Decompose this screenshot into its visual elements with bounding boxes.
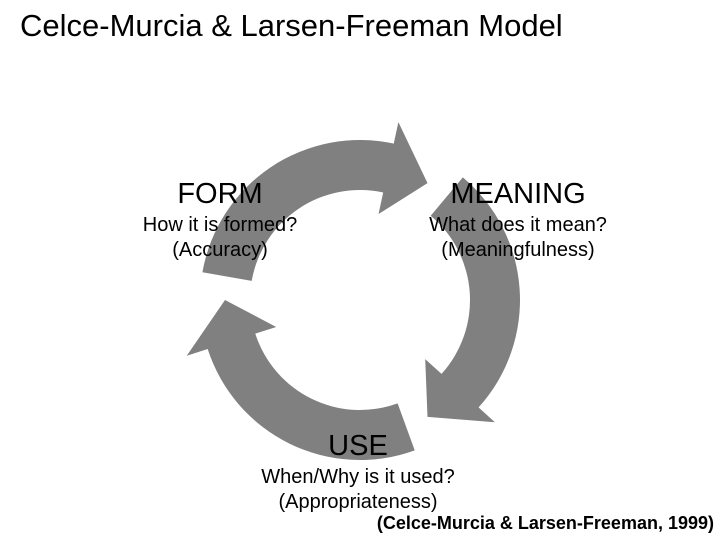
node-use-sub1: When/Why is it used? [228,465,488,490]
node-form-sub2: (Accuracy) [110,238,330,263]
node-use-heading: USE [228,430,488,463]
node-form-heading: FORM [110,178,330,211]
node-meaning-sub1: What does it mean? [388,213,648,238]
node-form: FORM How it is formed? (Accuracy) [110,178,330,263]
citation: (Celce-Murcia & Larsen-Freeman, 1999) [377,513,714,534]
node-use: USE When/Why is it used? (Appropriatenes… [228,430,488,515]
slide: Celce-Murcia & Larsen-Freeman Model FORM… [0,0,720,540]
node-use-sub2: (Appropriateness) [228,490,488,515]
node-meaning-sub2: (Meaningfulness) [388,238,648,263]
node-meaning: MEANING What does it mean? (Meaningfulne… [388,178,648,263]
node-meaning-heading: MEANING [388,178,648,211]
node-form-sub1: How it is formed? [110,213,330,238]
